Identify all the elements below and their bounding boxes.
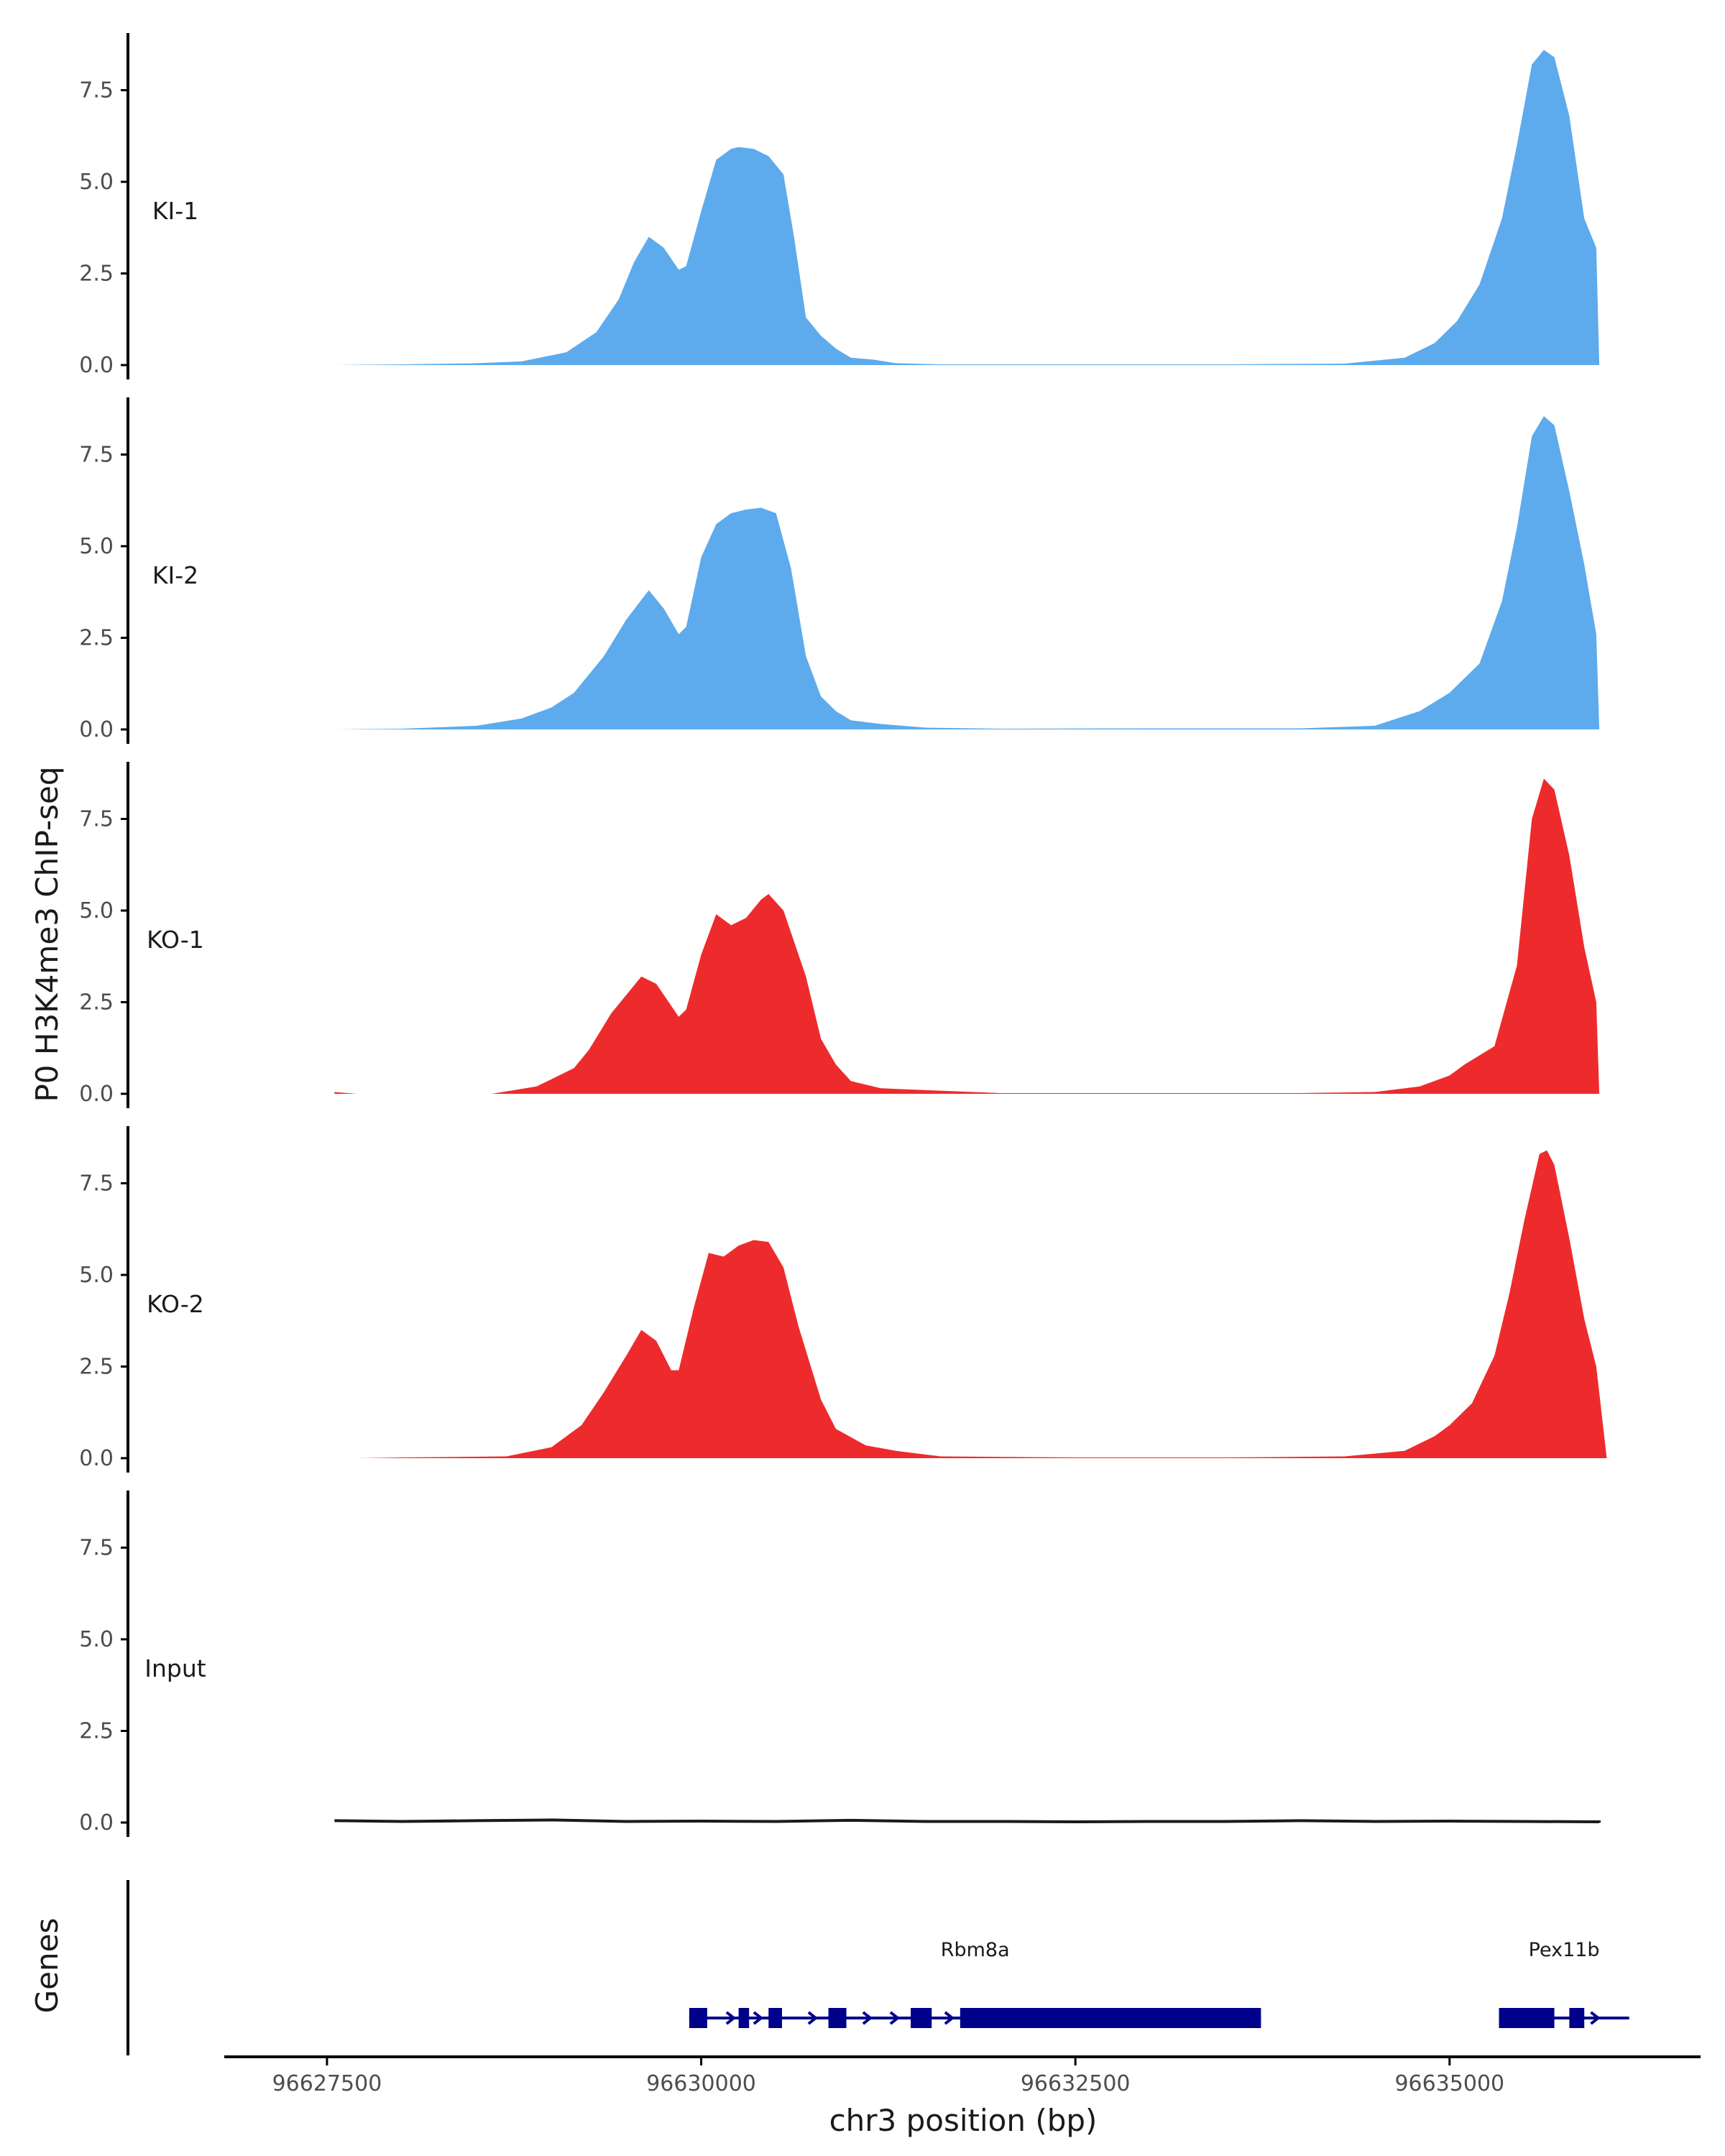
track-ko-2: 0.0 2.5 5.0 7.5 KO-2 — [79, 1126, 1607, 1473]
signal-area — [356, 1150, 1607, 1458]
strand-arrow — [1590, 2011, 1601, 2025]
y-tick-label: 0.0 — [79, 1446, 114, 1471]
y-tick-label: 5.0 — [79, 1263, 114, 1288]
gene-panel-label: Genes — [29, 1918, 65, 2014]
exon-block — [911, 2008, 932, 2028]
exon-block — [828, 2008, 847, 2028]
gene-rbm8a: Rbm8a — [689, 1939, 1261, 2028]
y-tick-label: 0.0 — [79, 1810, 114, 1835]
y-tick-label: 7.5 — [79, 443, 114, 468]
genes-layer: Rbm8a Pex11b — [126, 1880, 1629, 2055]
y-tick-label: 7.5 — [79, 78, 114, 103]
track-label: Input — [144, 1654, 206, 1682]
y-tick-label: 7.5 — [79, 1536, 114, 1561]
strand-arrow — [944, 2011, 955, 2025]
signal-area — [334, 50, 1600, 366]
track-label: KO-2 — [147, 1290, 204, 1318]
y-tick-label: 0.0 — [79, 717, 114, 742]
track-ko-1: 0.0 2.5 5.0 7.5 KO-1 — [79, 762, 1600, 1108]
y-tick-label: 0.0 — [79, 353, 114, 378]
track-input: 0.0 2.5 5.0 7.5 Input — [79, 1491, 1601, 1837]
y-tick-label: 5.0 — [79, 1627, 114, 1652]
y-tick-label: 2.5 — [79, 990, 114, 1015]
y-tick-label: 7.5 — [79, 807, 114, 832]
track-ki-1: 0.0 2.5 5.0 7.5 KI-1 — [79, 33, 1600, 379]
y-tick-label: 5.0 — [79, 534, 114, 559]
strand-arrow — [753, 2011, 764, 2025]
x-tick-label: 96630000 — [646, 2071, 756, 2096]
exon-block — [1499, 2008, 1555, 2028]
exon-block — [689, 2008, 707, 2028]
y-tick-label: 2.5 — [79, 262, 114, 287]
x-tick-label: 96635000 — [1394, 2071, 1504, 2096]
signal-area — [334, 778, 1600, 1094]
exon-block — [960, 2008, 1261, 2028]
signal-area — [334, 416, 1600, 729]
y-axis-title: P0 H3K4me3 ChIP-seq — [29, 766, 65, 1102]
strand-arrow — [725, 2011, 737, 2025]
exon-block — [1569, 2008, 1585, 2028]
exon-block — [768, 2008, 783, 2028]
gene-label: Pex11b — [1529, 1939, 1600, 1961]
y-tick-label: 2.5 — [79, 1355, 114, 1380]
y-tick-label: 5.0 — [79, 170, 114, 195]
track-label: KI-1 — [152, 197, 198, 225]
gene-pex11b: Pex11b — [1499, 1939, 1629, 2028]
y-tick-label: 5.0 — [79, 898, 114, 923]
x-axis-title: chr3 position (bp) — [829, 2103, 1098, 2138]
strand-arrow — [889, 2011, 901, 2025]
track-label: KI-2 — [152, 561, 198, 589]
x-tick-label: 96627500 — [272, 2071, 382, 2096]
y-tick-label: 2.5 — [79, 1719, 114, 1744]
track-label: KO-1 — [147, 926, 204, 954]
track-ki-2: 0.0 2.5 5.0 7.5 KI-2 — [79, 397, 1600, 744]
tracks-layer: 0.0 2.5 5.0 7.5 KI-1 0.0 2.5 5.0 7.5 KI-2 0.0 2.5 5.… — [79, 33, 1607, 1837]
x-tick-label: 96632500 — [1021, 2071, 1131, 2096]
gene-label: Rbm8a — [941, 1939, 1010, 1961]
y-tick-label: 2.5 — [79, 626, 114, 651]
strand-arrow — [862, 2011, 873, 2025]
y-tick-label: 7.5 — [79, 1171, 114, 1197]
strand-arrow — [807, 2011, 819, 2025]
x-axis: 96627500 96630000 96632500 96635000 — [224, 2055, 1701, 2096]
y-tick-label: 0.0 — [79, 1082, 114, 1107]
signal-line — [334, 1818, 1601, 1824]
exon-block — [738, 2008, 750, 2028]
